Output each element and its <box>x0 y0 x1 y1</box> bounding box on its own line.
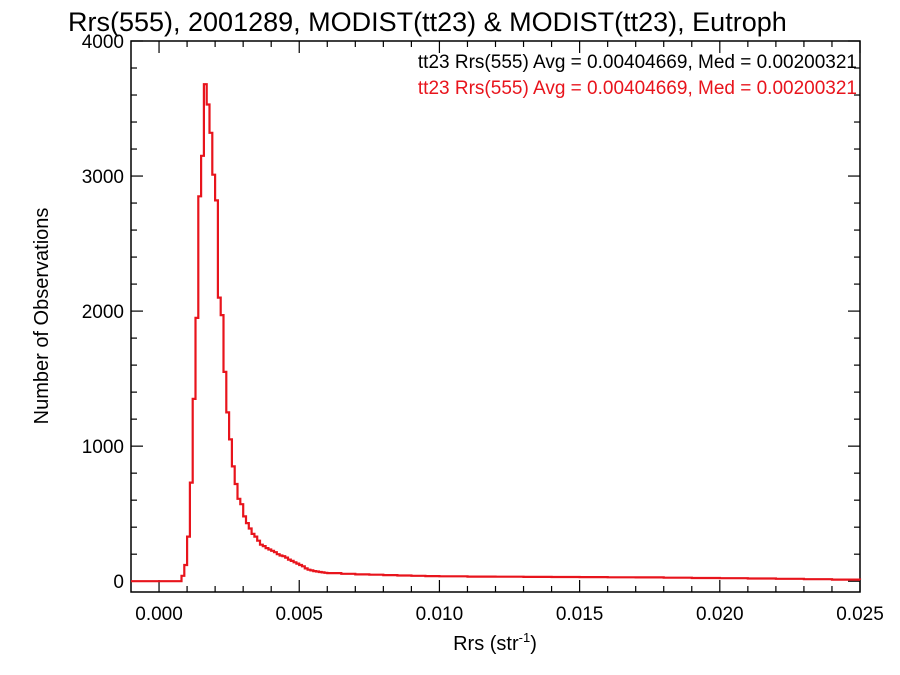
x-axis-label-end: ) <box>530 633 537 655</box>
x-tick-label: 0.015 <box>556 604 604 625</box>
y-tick-label: 2000 <box>82 302 124 323</box>
histogram-series-line <box>131 83 862 583</box>
y-tick-label: 1000 <box>82 437 124 458</box>
axis-ticks <box>131 40 861 592</box>
x-axis-label-superscript: -1 <box>519 630 531 645</box>
x-axis-label-main: Rrs (str <box>453 633 519 655</box>
x-tick-label: 0.005 <box>275 604 323 625</box>
legend-entry-red: tt23 Rrs(555) Avg = 0.00404669, Med = 0.… <box>418 78 857 99</box>
legend-entry-black: tt23 Rrs(555) Avg = 0.00404669, Med = 0.… <box>418 52 857 73</box>
x-tick-label: 0.020 <box>696 604 744 625</box>
x-tick-label: 0.000 <box>135 604 183 625</box>
axis-tick-labels: 0.000 0.005 0.010 0.015 0.020 0.025 0 1000 2000 3… <box>82 32 884 625</box>
x-tick-label: 0.010 <box>416 604 464 625</box>
chart-title: Rrs(555), 2001289, MODIST(tt23) & MODIST… <box>68 7 787 37</box>
plot-frame <box>130 40 861 593</box>
y-tick-label: 3000 <box>82 167 124 188</box>
x-tick-label: 0.025 <box>836 604 884 625</box>
y-tick-label: 0 <box>113 572 124 593</box>
x-axis-label: Rrs (str-1) <box>453 630 537 655</box>
y-tick-label: 4000 <box>82 32 124 53</box>
y-axis-label: Number of Observations <box>31 208 53 425</box>
